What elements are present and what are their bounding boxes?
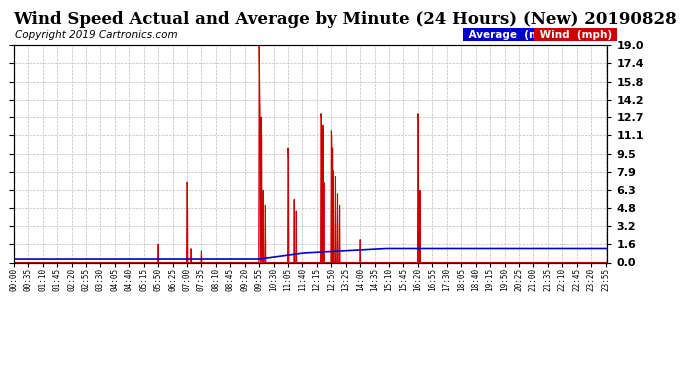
Text: Average  (mph): Average (mph) <box>465 30 563 40</box>
Text: Wind  (mph): Wind (mph) <box>536 30 615 40</box>
Text: Copyright 2019 Cartronics.com: Copyright 2019 Cartronics.com <box>15 30 177 40</box>
Text: Wind Speed Actual and Average by Minute (24 Hours) (New) 20190828: Wind Speed Actual and Average by Minute … <box>13 11 677 28</box>
